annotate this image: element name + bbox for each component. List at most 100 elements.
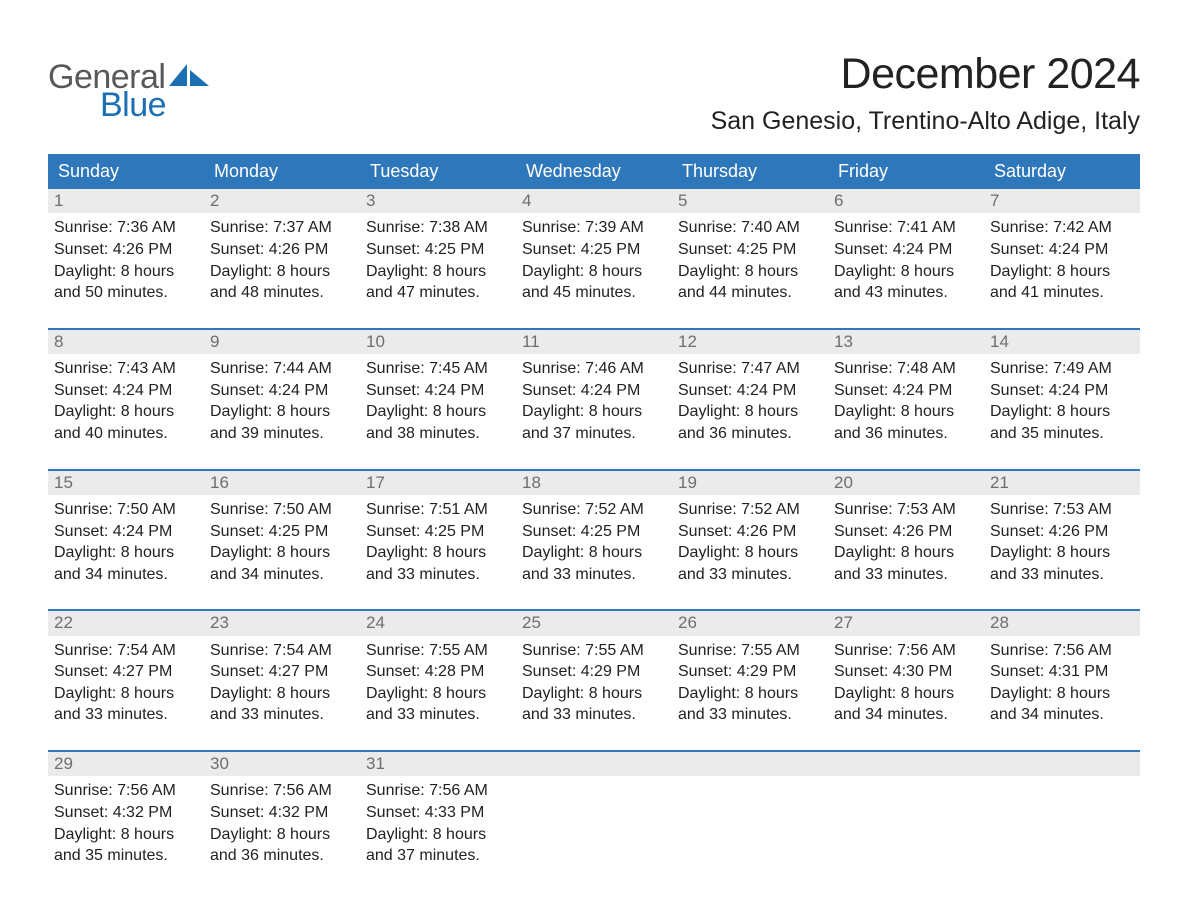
sunset-line: Sunset: 4:24 PM bbox=[990, 380, 1134, 402]
sunrise-line: Sunrise: 7:54 AM bbox=[54, 640, 198, 662]
day-cell bbox=[984, 752, 1140, 871]
day-number: 26 bbox=[672, 611, 828, 635]
day-cell bbox=[672, 752, 828, 871]
sunrise-line: Sunrise: 7:53 AM bbox=[834, 499, 978, 521]
weekday-cell: Thursday bbox=[672, 154, 828, 189]
daylight-line-2: and 33 minutes. bbox=[834, 564, 978, 586]
sunset-line: Sunset: 4:33 PM bbox=[366, 802, 510, 824]
day-cell: 25Sunrise: 7:55 AMSunset: 4:29 PMDayligh… bbox=[516, 611, 672, 730]
day-number: 15 bbox=[48, 471, 204, 495]
daylight-line-2: and 34 minutes. bbox=[210, 564, 354, 586]
empty-day bbox=[828, 752, 984, 776]
sunset-line: Sunset: 4:25 PM bbox=[522, 239, 666, 261]
sunrise-line: Sunrise: 7:36 AM bbox=[54, 217, 198, 239]
day-cell: 16Sunrise: 7:50 AMSunset: 4:25 PMDayligh… bbox=[204, 471, 360, 590]
day-body: Sunrise: 7:49 AMSunset: 4:24 PMDaylight:… bbox=[984, 354, 1140, 448]
day-body: Sunrise: 7:43 AMSunset: 4:24 PMDaylight:… bbox=[48, 354, 204, 448]
day-body: Sunrise: 7:53 AMSunset: 4:26 PMDaylight:… bbox=[984, 495, 1140, 589]
daylight-line-2: and 33 minutes. bbox=[366, 704, 510, 726]
sunset-line: Sunset: 4:25 PM bbox=[366, 521, 510, 543]
day-number: 8 bbox=[48, 330, 204, 354]
day-number: 27 bbox=[828, 611, 984, 635]
sunrise-line: Sunrise: 7:43 AM bbox=[54, 358, 198, 380]
day-body: Sunrise: 7:52 AMSunset: 4:25 PMDaylight:… bbox=[516, 495, 672, 589]
day-number: 10 bbox=[360, 330, 516, 354]
month-title: December 2024 bbox=[711, 50, 1140, 99]
sunrise-line: Sunrise: 7:37 AM bbox=[210, 217, 354, 239]
day-cell: 13Sunrise: 7:48 AMSunset: 4:24 PMDayligh… bbox=[828, 330, 984, 449]
sunset-line: Sunset: 4:25 PM bbox=[522, 521, 666, 543]
daylight-line-1: Daylight: 8 hours bbox=[522, 261, 666, 283]
day-number: 24 bbox=[360, 611, 516, 635]
day-number: 20 bbox=[828, 471, 984, 495]
day-body: Sunrise: 7:54 AMSunset: 4:27 PMDaylight:… bbox=[204, 636, 360, 730]
day-cell: 11Sunrise: 7:46 AMSunset: 4:24 PMDayligh… bbox=[516, 330, 672, 449]
daylight-line-2: and 33 minutes. bbox=[522, 564, 666, 586]
day-body: Sunrise: 7:46 AMSunset: 4:24 PMDaylight:… bbox=[516, 354, 672, 448]
daylight-line-1: Daylight: 8 hours bbox=[366, 824, 510, 846]
daylight-line-2: and 36 minutes. bbox=[834, 423, 978, 445]
day-body: Sunrise: 7:39 AMSunset: 4:25 PMDaylight:… bbox=[516, 213, 672, 307]
sunrise-line: Sunrise: 7:51 AM bbox=[366, 499, 510, 521]
sunset-line: Sunset: 4:24 PM bbox=[834, 239, 978, 261]
header-row: General Blue December 2024 San Genesio, … bbox=[48, 50, 1140, 136]
sunset-line: Sunset: 4:24 PM bbox=[54, 521, 198, 543]
daylight-line-1: Daylight: 8 hours bbox=[990, 683, 1134, 705]
day-cell: 23Sunrise: 7:54 AMSunset: 4:27 PMDayligh… bbox=[204, 611, 360, 730]
day-body: Sunrise: 7:48 AMSunset: 4:24 PMDaylight:… bbox=[828, 354, 984, 448]
day-cell: 2Sunrise: 7:37 AMSunset: 4:26 PMDaylight… bbox=[204, 189, 360, 308]
day-body: Sunrise: 7:56 AMSunset: 4:33 PMDaylight:… bbox=[360, 776, 516, 870]
weekday-header-row: SundayMondayTuesdayWednesdayThursdayFrid… bbox=[48, 154, 1140, 189]
day-cell: 3Sunrise: 7:38 AMSunset: 4:25 PMDaylight… bbox=[360, 189, 516, 308]
day-body: Sunrise: 7:51 AMSunset: 4:25 PMDaylight:… bbox=[360, 495, 516, 589]
day-number: 2 bbox=[204, 189, 360, 213]
daylight-line-2: and 43 minutes. bbox=[834, 282, 978, 304]
day-body: Sunrise: 7:41 AMSunset: 4:24 PMDaylight:… bbox=[828, 213, 984, 307]
day-cell: 17Sunrise: 7:51 AMSunset: 4:25 PMDayligh… bbox=[360, 471, 516, 590]
day-cell: 30Sunrise: 7:56 AMSunset: 4:32 PMDayligh… bbox=[204, 752, 360, 871]
day-body: Sunrise: 7:36 AMSunset: 4:26 PMDaylight:… bbox=[48, 213, 204, 307]
day-body: Sunrise: 7:55 AMSunset: 4:28 PMDaylight:… bbox=[360, 636, 516, 730]
sunset-line: Sunset: 4:24 PM bbox=[366, 380, 510, 402]
sunrise-line: Sunrise: 7:50 AM bbox=[54, 499, 198, 521]
day-cell: 22Sunrise: 7:54 AMSunset: 4:27 PMDayligh… bbox=[48, 611, 204, 730]
sunrise-line: Sunrise: 7:49 AM bbox=[990, 358, 1134, 380]
sunrise-line: Sunrise: 7:56 AM bbox=[210, 780, 354, 802]
daylight-line-1: Daylight: 8 hours bbox=[54, 542, 198, 564]
daylight-line-1: Daylight: 8 hours bbox=[834, 401, 978, 423]
sunset-line: Sunset: 4:24 PM bbox=[54, 380, 198, 402]
empty-day bbox=[672, 752, 828, 776]
daylight-line-2: and 36 minutes. bbox=[678, 423, 822, 445]
daylight-line-2: and 33 minutes. bbox=[210, 704, 354, 726]
day-cell: 10Sunrise: 7:45 AMSunset: 4:24 PMDayligh… bbox=[360, 330, 516, 449]
daylight-line-2: and 45 minutes. bbox=[522, 282, 666, 304]
logo-text-blue: Blue bbox=[100, 88, 211, 122]
sunrise-line: Sunrise: 7:40 AM bbox=[678, 217, 822, 239]
sunset-line: Sunset: 4:27 PM bbox=[210, 661, 354, 683]
day-number: 3 bbox=[360, 189, 516, 213]
day-cell: 15 Sunrise: 7:50 AMSunset: 4:24 PMDayligh… bbox=[48, 471, 204, 590]
day-body: Sunrise: 7:44 AMSunset: 4:24 PMDaylight:… bbox=[204, 354, 360, 448]
sunset-line: Sunset: 4:32 PM bbox=[210, 802, 354, 824]
day-body: Sunrise: 7:42 AMSunset: 4:24 PMDaylight:… bbox=[984, 213, 1140, 307]
day-cell: 9Sunrise: 7:44 AMSunset: 4:24 PMDaylight… bbox=[204, 330, 360, 449]
day-cell: 31Sunrise: 7:56 AMSunset: 4:33 PMDayligh… bbox=[360, 752, 516, 871]
day-number: 29 bbox=[48, 752, 204, 776]
daylight-line-1: Daylight: 8 hours bbox=[210, 542, 354, 564]
daylight-line-1: Daylight: 8 hours bbox=[522, 542, 666, 564]
day-cell: 4Sunrise: 7:39 AMSunset: 4:25 PMDaylight… bbox=[516, 189, 672, 308]
location-title: San Genesio, Trentino-Alto Adige, Italy bbox=[711, 107, 1140, 136]
sunrise-line: Sunrise: 7:41 AM bbox=[834, 217, 978, 239]
sunrise-line: Sunrise: 7:42 AM bbox=[990, 217, 1134, 239]
daylight-line-1: Daylight: 8 hours bbox=[210, 261, 354, 283]
day-body: Sunrise: 7:53 AMSunset: 4:26 PMDaylight:… bbox=[828, 495, 984, 589]
daylight-line-1: Daylight: 8 hours bbox=[990, 401, 1134, 423]
sunrise-line: Sunrise: 7:55 AM bbox=[366, 640, 510, 662]
day-number: 30 bbox=[204, 752, 360, 776]
day-cell bbox=[828, 752, 984, 871]
weekday-cell: Sunday bbox=[48, 154, 204, 189]
daylight-line-2: and 33 minutes. bbox=[990, 564, 1134, 586]
sunset-line: Sunset: 4:25 PM bbox=[210, 521, 354, 543]
day-number: 18 bbox=[516, 471, 672, 495]
sunrise-line: Sunrise: 7:56 AM bbox=[990, 640, 1134, 662]
